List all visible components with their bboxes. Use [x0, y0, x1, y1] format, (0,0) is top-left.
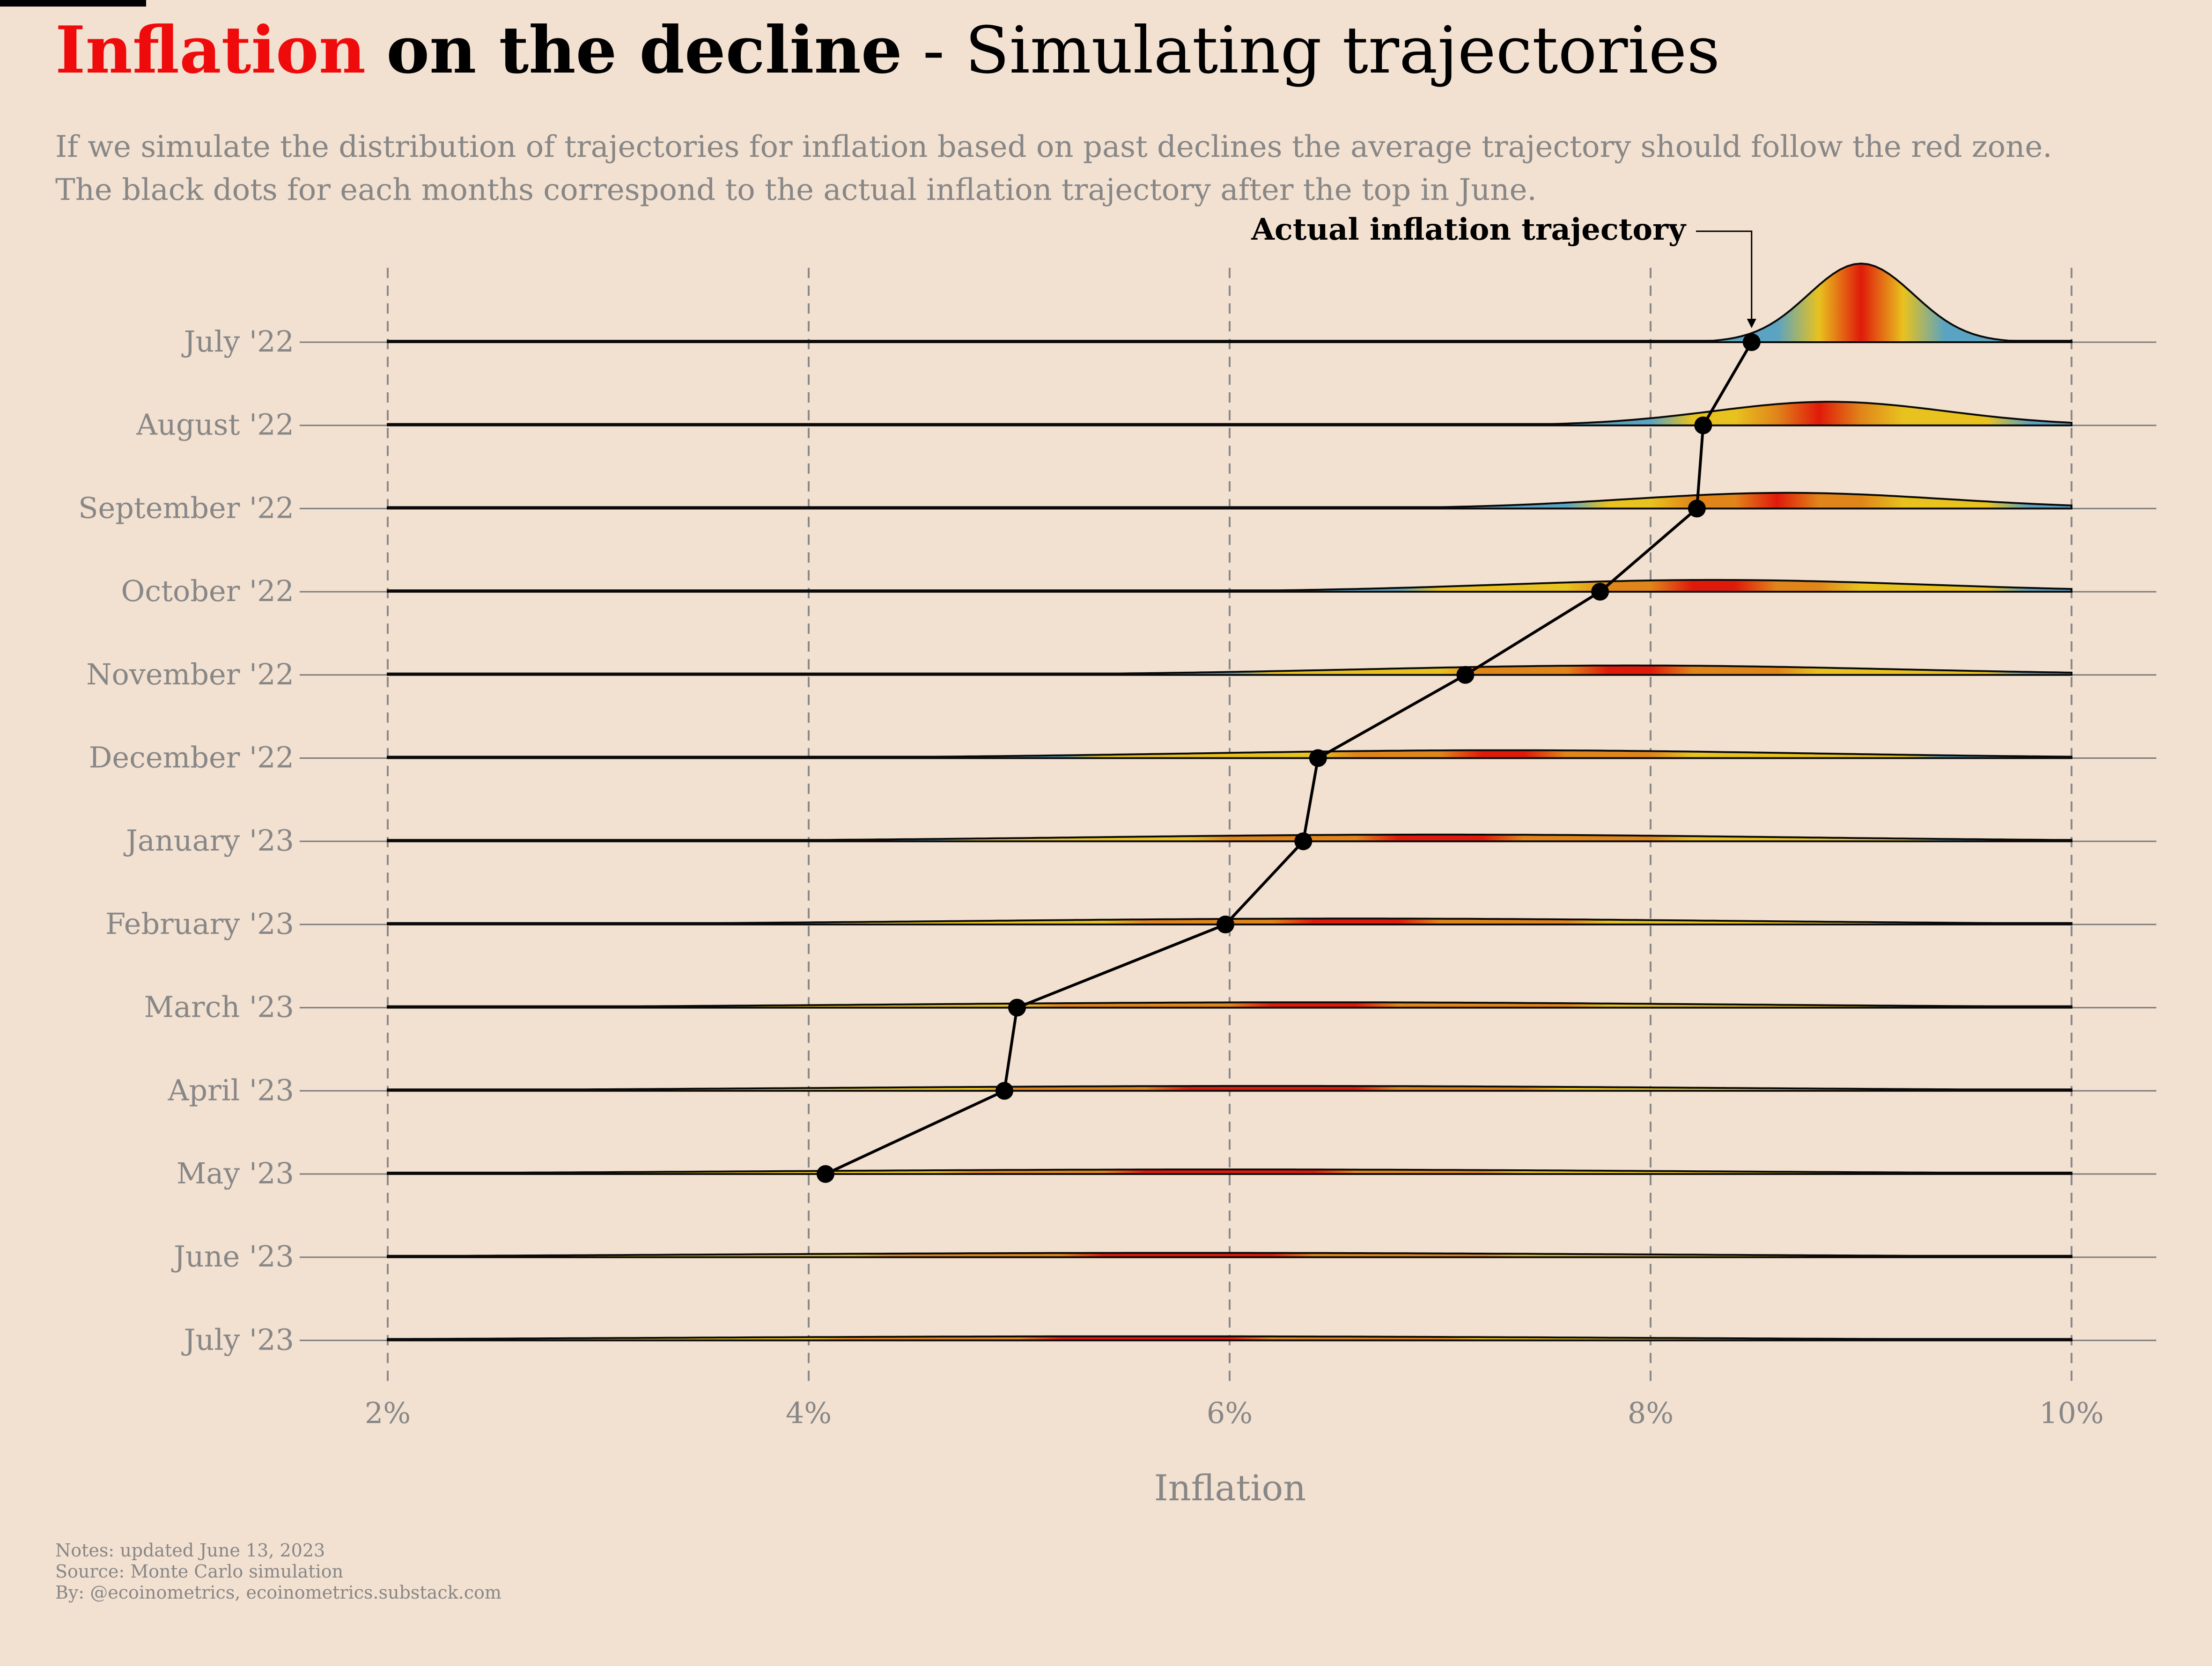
month-label: January '23 — [123, 823, 294, 858]
top-accent-bar — [0, 0, 146, 7]
trajectory-layer — [816, 333, 1761, 1183]
month-label: August '22 — [136, 408, 294, 442]
notes-line-2: Source: Monte Carlo simulation — [55, 1561, 344, 1582]
trajectory-point — [816, 1165, 834, 1183]
month-label: November '22 — [86, 657, 294, 691]
title-highlight: Inflation — [55, 12, 366, 88]
ridge-density — [387, 664, 2072, 676]
month-label: June '23 — [171, 1240, 294, 1274]
trajectory-point — [1591, 583, 1609, 601]
month-label: September '22 — [78, 491, 294, 525]
trajectory-point — [1294, 832, 1312, 851]
ridge-density — [387, 1335, 2072, 1342]
grid-layer — [387, 268, 2072, 1385]
ridge-density — [387, 262, 2072, 343]
trajectory-point — [1309, 749, 1327, 767]
month-label: April '23 — [168, 1073, 294, 1107]
x-axis-label: Inflation — [1154, 1467, 1306, 1509]
x-tick-labels: 2% 4% 6% 8% 10% — [365, 1396, 2104, 1430]
subtitle-line-2: The black dots for each months correspon… — [55, 173, 1537, 207]
trajectory-point — [1694, 416, 1712, 434]
month-label: October '22 — [121, 574, 294, 608]
trajectory-point — [1456, 666, 1475, 684]
month-label: December '22 — [89, 741, 294, 775]
x-tick-label: 4% — [786, 1396, 832, 1430]
x-tick-label: 6% — [1207, 1396, 1253, 1430]
subtitle-line-1: If we simulate the distribution of traje… — [55, 130, 2052, 164]
annotation-layer: Actual inflation trajectory — [1251, 212, 1756, 328]
ridge-density — [387, 1001, 2072, 1009]
month-label: February '23 — [105, 907, 294, 941]
notes-line-3: By: @ecoinometrics, ecoinometrics.substa… — [55, 1582, 501, 1603]
title-rest: - Simulating trajectories — [922, 13, 1720, 88]
month-labels: July '22 August '22 September '22 October '… — [78, 324, 294, 1357]
x-tick-label: 2% — [365, 1396, 411, 1430]
ridge-layer — [387, 262, 2072, 1342]
ridge-density — [387, 1085, 2072, 1092]
ridge-density — [387, 749, 2072, 759]
x-tick-label: 8% — [1628, 1396, 1674, 1430]
trajectory-point — [1217, 915, 1235, 933]
trajectory-point — [995, 1082, 1014, 1100]
title-bold: on the decline — [386, 12, 902, 88]
notes-line-1: Notes: updated June 13, 2023 — [55, 1540, 325, 1561]
month-label: July '22 — [181, 324, 294, 359]
ridge-density — [387, 1168, 2072, 1175]
trajectory-point — [1742, 333, 1761, 351]
annotation-arrowhead — [1747, 319, 1756, 328]
trajectory-point — [1688, 499, 1706, 518]
month-label: May '23 — [177, 1156, 294, 1190]
ridge-density — [387, 492, 2072, 510]
chart-subtitle: If we simulate the distribution of traje… — [55, 125, 2052, 212]
annotation-leader — [1696, 230, 1753, 323]
x-tick-label: 10% — [2039, 1396, 2104, 1430]
annotation-text: Actual inflation trajectory — [1251, 212, 1687, 247]
month-label: July '23 — [181, 1322, 294, 1357]
ridge-density — [387, 579, 2072, 593]
ridge-density — [387, 401, 2072, 426]
trajectory-point — [1008, 998, 1026, 1017]
ridge-density — [387, 833, 2072, 843]
chart-title: Inflation on the decline - Simulating tr… — [55, 10, 1720, 90]
footer-notes: Notes: updated June 13, 2023 Source: Mon… — [55, 1540, 501, 1603]
month-label: March '23 — [144, 990, 294, 1024]
ridge-density — [387, 1252, 2072, 1258]
